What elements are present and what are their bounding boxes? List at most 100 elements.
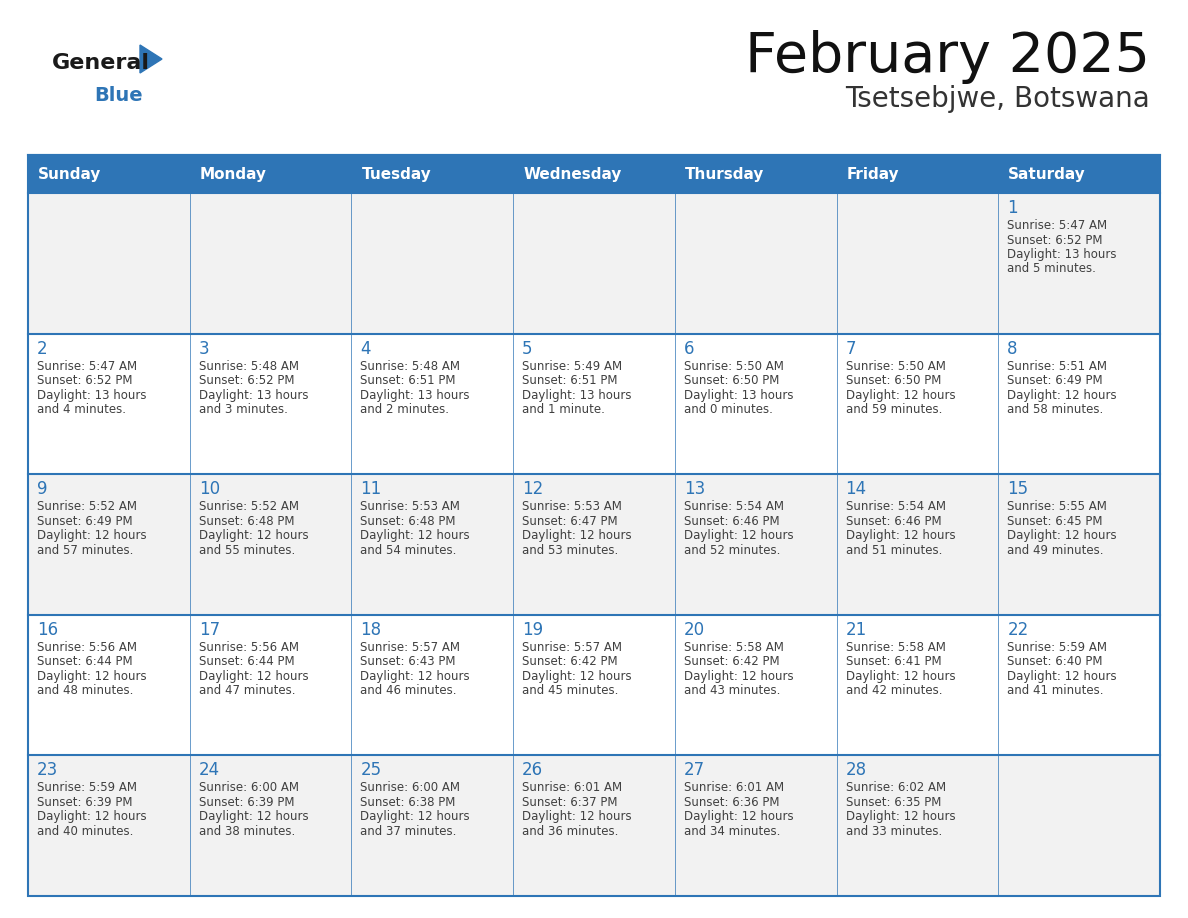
Text: and 46 minutes.: and 46 minutes. (360, 684, 457, 698)
Text: Sunset: 6:52 PM: Sunset: 6:52 PM (198, 375, 295, 387)
Bar (29, 615, 190, 756)
Text: and 51 minutes.: and 51 minutes. (846, 543, 942, 556)
Text: Daylight: 12 hours: Daylight: 12 hours (198, 529, 309, 543)
Bar (836, 193, 998, 333)
Text: Sunset: 6:48 PM: Sunset: 6:48 PM (360, 515, 456, 528)
Text: and 5 minutes.: and 5 minutes. (1007, 263, 1097, 275)
Bar (29, 333, 190, 475)
Text: Daylight: 13 hours: Daylight: 13 hours (684, 388, 794, 401)
Text: Sunrise: 6:00 AM: Sunrise: 6:00 AM (198, 781, 298, 794)
Text: Daylight: 12 hours: Daylight: 12 hours (684, 670, 794, 683)
Text: Sunrise: 6:01 AM: Sunrise: 6:01 AM (684, 781, 784, 794)
Text: 28: 28 (846, 761, 867, 779)
Text: Sunrise: 5:54 AM: Sunrise: 5:54 AM (846, 500, 946, 513)
Text: February 2025: February 2025 (745, 30, 1150, 84)
Text: Sunset: 6:46 PM: Sunset: 6:46 PM (846, 515, 941, 528)
Text: Sunset: 6:49 PM: Sunset: 6:49 PM (37, 515, 133, 528)
Text: Daylight: 12 hours: Daylight: 12 hours (1007, 388, 1117, 401)
Text: Daylight: 12 hours: Daylight: 12 hours (684, 529, 794, 543)
Text: 22: 22 (1007, 621, 1029, 639)
Text: and 57 minutes.: and 57 minutes. (37, 543, 133, 556)
Text: 25: 25 (360, 761, 381, 779)
Text: Friday: Friday (847, 166, 899, 182)
Text: Sunset: 6:48 PM: Sunset: 6:48 PM (198, 515, 295, 528)
Text: Sunrise: 5:57 AM: Sunrise: 5:57 AM (360, 641, 461, 654)
Text: and 0 minutes.: and 0 minutes. (684, 403, 772, 416)
Text: 1: 1 (1007, 199, 1018, 217)
Bar (190, 756, 352, 896)
Bar (836, 615, 998, 756)
Bar (998, 193, 1159, 333)
Text: 16: 16 (37, 621, 58, 639)
Text: and 43 minutes.: and 43 minutes. (684, 684, 781, 698)
Bar (513, 193, 675, 333)
Text: and 1 minute.: and 1 minute. (523, 403, 605, 416)
Bar (998, 615, 1159, 756)
Text: Tsetsebjwe, Botswana: Tsetsebjwe, Botswana (845, 85, 1150, 113)
Text: 24: 24 (198, 761, 220, 779)
Bar (675, 193, 836, 333)
Text: Sunrise: 6:01 AM: Sunrise: 6:01 AM (523, 781, 623, 794)
Bar (352, 615, 513, 756)
Text: Daylight: 12 hours: Daylight: 12 hours (198, 670, 309, 683)
Bar (352, 475, 513, 615)
Text: 23: 23 (37, 761, 58, 779)
Bar (29, 193, 190, 333)
Bar (29, 155, 1159, 193)
Text: Sunrise: 6:02 AM: Sunrise: 6:02 AM (846, 781, 946, 794)
Bar (675, 333, 836, 475)
Text: Daylight: 12 hours: Daylight: 12 hours (37, 529, 146, 543)
Text: 8: 8 (1007, 340, 1018, 358)
Text: Sunset: 6:36 PM: Sunset: 6:36 PM (684, 796, 779, 809)
Text: and 2 minutes.: and 2 minutes. (360, 403, 449, 416)
Text: Daylight: 12 hours: Daylight: 12 hours (1007, 529, 1117, 543)
Bar (998, 475, 1159, 615)
Text: Daylight: 12 hours: Daylight: 12 hours (523, 811, 632, 823)
Bar (998, 756, 1159, 896)
Text: Sunset: 6:52 PM: Sunset: 6:52 PM (37, 375, 133, 387)
Text: 3: 3 (198, 340, 209, 358)
Text: and 55 minutes.: and 55 minutes. (198, 543, 295, 556)
Text: Daylight: 12 hours: Daylight: 12 hours (846, 388, 955, 401)
Text: Sunrise: 5:47 AM: Sunrise: 5:47 AM (37, 360, 137, 373)
Text: 14: 14 (846, 480, 867, 498)
Bar (513, 475, 675, 615)
Text: Monday: Monday (200, 166, 267, 182)
Text: Daylight: 12 hours: Daylight: 12 hours (37, 670, 146, 683)
Text: 9: 9 (37, 480, 48, 498)
Text: Sunrise: 5:57 AM: Sunrise: 5:57 AM (523, 641, 623, 654)
Text: Sunset: 6:43 PM: Sunset: 6:43 PM (360, 655, 456, 668)
Text: Sunrise: 6:00 AM: Sunrise: 6:00 AM (360, 781, 461, 794)
Bar (352, 193, 513, 333)
Text: Sunrise: 5:53 AM: Sunrise: 5:53 AM (360, 500, 460, 513)
Text: Thursday: Thursday (684, 166, 764, 182)
Text: Daylight: 13 hours: Daylight: 13 hours (37, 388, 146, 401)
Text: 5: 5 (523, 340, 532, 358)
Bar (352, 756, 513, 896)
Text: 17: 17 (198, 621, 220, 639)
Text: and 33 minutes.: and 33 minutes. (846, 825, 942, 838)
Bar (190, 193, 352, 333)
Text: Sunrise: 5:49 AM: Sunrise: 5:49 AM (523, 360, 623, 373)
Text: and 4 minutes.: and 4 minutes. (37, 403, 126, 416)
Text: Sunset: 6:45 PM: Sunset: 6:45 PM (1007, 515, 1102, 528)
Text: 20: 20 (684, 621, 704, 639)
Text: Daylight: 12 hours: Daylight: 12 hours (846, 811, 955, 823)
Text: and 47 minutes.: and 47 minutes. (198, 684, 295, 698)
Text: Daylight: 13 hours: Daylight: 13 hours (1007, 248, 1117, 261)
Text: and 53 minutes.: and 53 minutes. (523, 543, 619, 556)
Text: Sunrise: 5:54 AM: Sunrise: 5:54 AM (684, 500, 784, 513)
Text: Sunrise: 5:50 AM: Sunrise: 5:50 AM (684, 360, 784, 373)
Bar (675, 615, 836, 756)
Text: and 34 minutes.: and 34 minutes. (684, 825, 781, 838)
Bar (190, 333, 352, 475)
Text: Sunrise: 5:56 AM: Sunrise: 5:56 AM (198, 641, 298, 654)
Text: 2: 2 (37, 340, 48, 358)
Text: Sunset: 6:49 PM: Sunset: 6:49 PM (1007, 375, 1102, 387)
Text: and 3 minutes.: and 3 minutes. (198, 403, 287, 416)
Text: 19: 19 (523, 621, 543, 639)
Bar (836, 756, 998, 896)
Text: Sunrise: 5:48 AM: Sunrise: 5:48 AM (360, 360, 461, 373)
Text: Daylight: 13 hours: Daylight: 13 hours (523, 388, 632, 401)
Bar (29, 756, 190, 896)
